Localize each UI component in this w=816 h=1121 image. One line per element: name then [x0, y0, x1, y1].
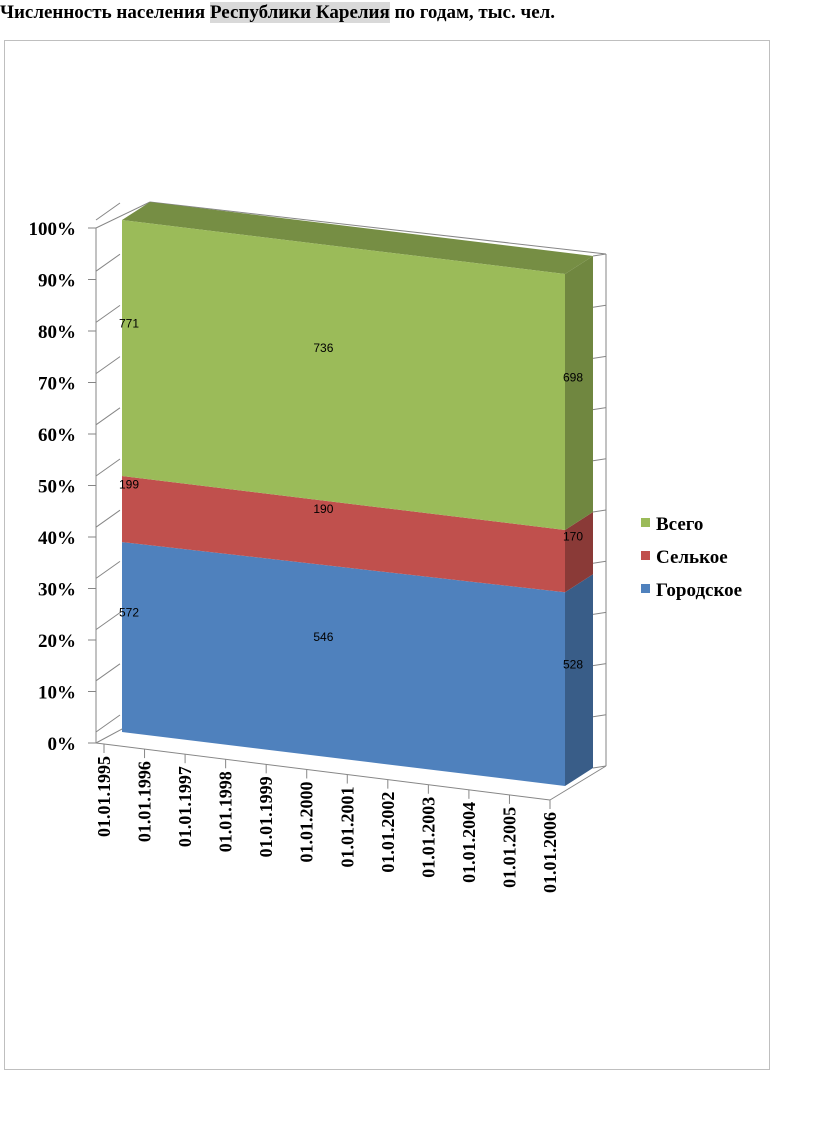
legend-label: Селькое: [656, 547, 728, 568]
x-tick-label: 01.01.1999: [256, 776, 276, 857]
left-wall-gridline: [95, 714, 121, 733]
legend-swatch: [641, 551, 650, 560]
series-front-1: [122, 476, 565, 593]
x-tick-label: 01.01.1996: [135, 761, 155, 842]
legend: Всего Селькое Городское: [641, 514, 742, 601]
x-tick-label: 01.01.2001: [337, 787, 357, 868]
right-wall-tick: [592, 611, 607, 615]
legend-label: Всего: [656, 514, 703, 535]
y-tick-label: 10%: [38, 683, 76, 704]
title-before: Численность населения: [0, 2, 210, 23]
data-labels: 572 546 528 199 190 170 771 736 698: [119, 316, 583, 671]
data-label: 572: [119, 605, 139, 619]
legend-swatch: [641, 518, 650, 527]
right-wall-tick: [592, 458, 607, 462]
y-tick-label: 20%: [38, 631, 76, 652]
y-tick-label: 30%: [38, 580, 76, 601]
x-tick-label: 01.01.2003: [418, 797, 438, 878]
right-wall-tick: [592, 253, 607, 257]
left-wall-gridline: [95, 356, 121, 375]
y-tick-label: 90%: [38, 271, 76, 292]
right-wall-tick: [592, 663, 607, 667]
left-wall-gridline: [95, 202, 121, 221]
left-wall-gridline: [95, 458, 121, 477]
left-wall-gridline: [95, 663, 121, 682]
data-label: 736: [313, 341, 333, 355]
series-top-2: [122, 202, 593, 274]
data-label: 546: [313, 630, 333, 644]
series-side-0: [565, 574, 593, 786]
legend-swatch: [641, 584, 650, 593]
data-label: 199: [119, 477, 139, 491]
title-highlight: Республики Карелия: [209, 2, 390, 23]
data-label: 170: [563, 530, 583, 544]
series-side-2: [565, 256, 593, 530]
x-tick-label: 01.01.1998: [216, 771, 236, 852]
right-wall-tick: [592, 560, 607, 564]
right-wall-tick: [592, 407, 607, 411]
data-label: 771: [119, 316, 139, 330]
right-wall-tick: [592, 355, 607, 359]
floor-front-edge: [95, 742, 551, 801]
series-front-2: [122, 220, 565, 530]
y-tick-label: 60%: [38, 425, 76, 446]
left-wall-gridline: [95, 509, 121, 528]
legend-label: Городское: [656, 580, 742, 601]
data-label: 528: [563, 658, 583, 672]
right-wall-tick: [592, 304, 607, 308]
y-tick-label: 100%: [29, 219, 77, 240]
y-tick-label: 0%: [48, 734, 77, 755]
axes: 0% 10% 20% 30% 40% 50% 60% 70% 80% 90% 100% 01.01.1…: [29, 219, 561, 893]
y-tick-label: 70%: [38, 374, 76, 395]
series-layer: [122, 202, 593, 786]
right-wall-tick: [592, 509, 607, 513]
top-left-edge: [95, 201, 151, 229]
x-tick-label: 01.01.2000: [297, 781, 317, 862]
data-label: 698: [563, 370, 583, 384]
series-front-0: [122, 542, 565, 786]
title-after: по годам, тыс. чел.: [389, 2, 556, 23]
left-wall-gridline: [95, 560, 121, 579]
y-tick-label: 50%: [38, 477, 76, 498]
x-tick-label: 01.01.1995: [94, 756, 114, 837]
x-tick-label: 01.01.1997: [175, 766, 195, 847]
y-tick-label: 80%: [38, 322, 76, 343]
series-side-1: [565, 512, 593, 593]
page-title: Численность населения Республики Карелия…: [0, 2, 555, 24]
x-tick-label: 01.01.2006: [540, 812, 560, 893]
left-wall-gridline: [95, 407, 121, 426]
y-tick-label: 40%: [38, 528, 76, 549]
x-tick-label: 01.01.2002: [378, 792, 398, 873]
data-label: 190: [313, 502, 333, 516]
right-wall-tick: [592, 714, 607, 718]
right-wall-tick: [592, 765, 607, 769]
left-wall-gridline: [95, 612, 121, 631]
left-wall-gridline: [95, 304, 121, 323]
x-tick-label: 01.01.2005: [499, 807, 519, 888]
back-top-edge: [149, 201, 607, 255]
chart-frame: [4, 40, 770, 1070]
left-wall-gridline: [95, 253, 121, 272]
x-tick-label: 01.01.2004: [459, 802, 479, 883]
floor-right-edge: [549, 765, 607, 801]
